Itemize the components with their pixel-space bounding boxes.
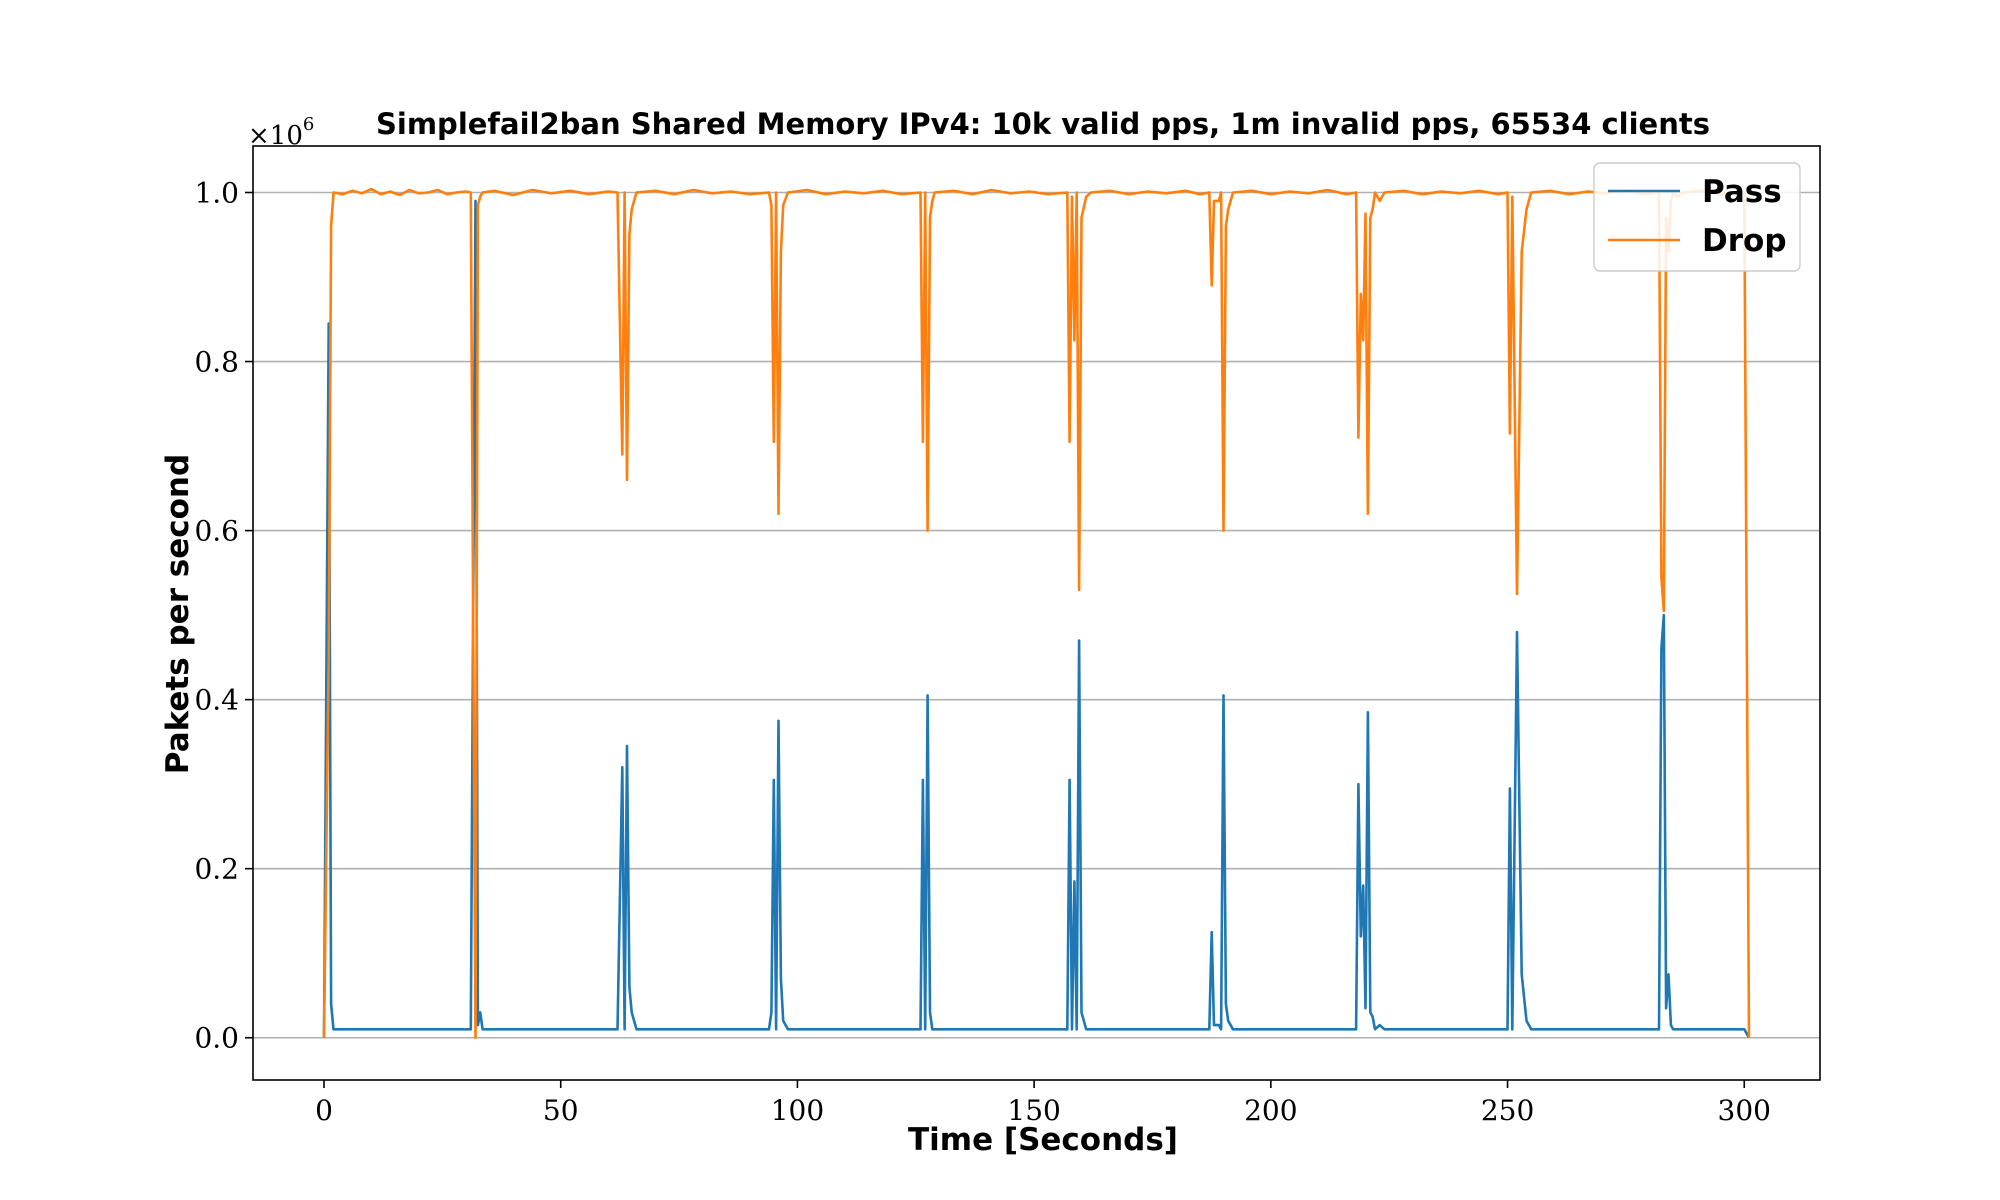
x-axis-label: Time [Seconds]	[908, 1122, 1178, 1158]
series-line-drop	[322, 187, 1751, 1039]
legend-label-pass: Pass	[1702, 174, 1782, 210]
x-axis-ticks: 0 50 100 150 200 250 300	[315, 1080, 1771, 1127]
y-tick-label: 0.0	[194, 1022, 239, 1055]
legend-label-drop: Drop	[1702, 223, 1787, 259]
x-tick-label: 50	[543, 1094, 579, 1127]
series-lines	[322, 187, 1751, 1039]
x-tick-label: 200	[1244, 1094, 1297, 1127]
plot-area-frame	[252, 145, 1821, 1081]
y-axis-label: Pakets per second	[160, 454, 196, 774]
x-tick-label: 0	[315, 1094, 333, 1127]
y-tick-label: 0.6	[194, 515, 239, 548]
y-axis-ticks: 0.0 0.2 0.4 0.6 0.8 1.0	[194, 176, 253, 1055]
x-tick-label: 300	[1718, 1094, 1771, 1127]
legend: Pass Drop	[1593, 162, 1801, 272]
x-tick-label: 100	[771, 1094, 824, 1127]
x-tick-label: 150	[1007, 1094, 1060, 1127]
chart-title: Simplefail2ban Shared Memory IPv4: 10k v…	[376, 107, 1710, 141]
y-tick-label: 0.8	[194, 346, 239, 379]
y-tick-label: 1.0	[194, 176, 239, 209]
x-tick-label: 250	[1481, 1094, 1534, 1127]
y-tick-label: 0.2	[194, 853, 239, 886]
grid-lines	[253, 191, 1820, 1039]
y-tick-label: 0.4	[194, 684, 239, 717]
series-line-pass	[322, 199, 1751, 1039]
